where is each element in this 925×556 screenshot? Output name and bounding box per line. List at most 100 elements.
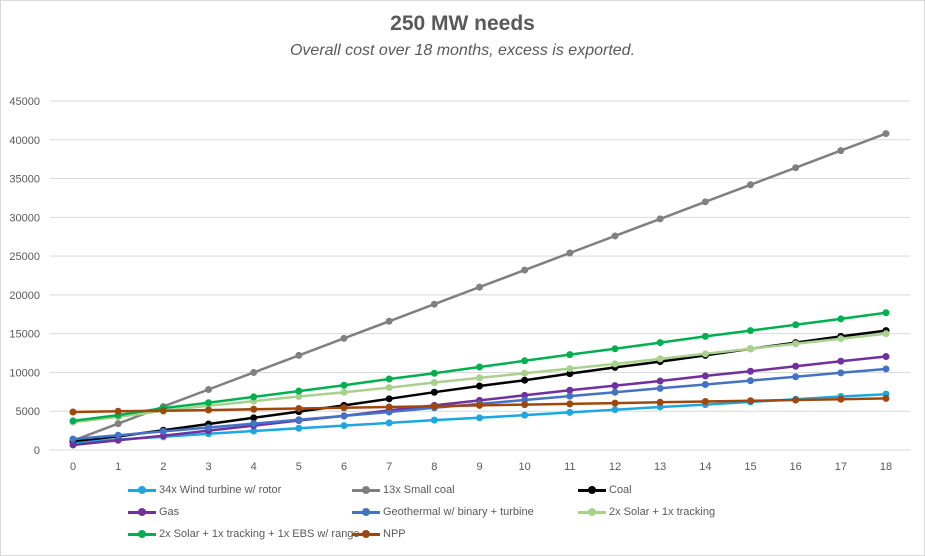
data-point xyxy=(69,417,77,425)
x-tick-label: 16 xyxy=(790,461,802,473)
data-point xyxy=(295,387,303,395)
data-point xyxy=(385,408,393,416)
data-point xyxy=(114,407,122,415)
data-point xyxy=(837,369,845,377)
y-tick-label: 0 xyxy=(34,445,40,457)
data-point xyxy=(250,414,258,422)
legend-item: 2x Solar + 1x tracking + 1x EBS w/ range xyxy=(128,528,360,540)
data-point xyxy=(385,403,393,411)
data-point xyxy=(295,424,303,432)
legend-label: Coal xyxy=(609,484,632,496)
data-point xyxy=(566,408,574,416)
data-point xyxy=(792,164,800,172)
x-tick-label: 13 xyxy=(654,461,666,473)
data-point xyxy=(250,420,258,428)
data-point xyxy=(521,266,529,274)
x-tick-label: 4 xyxy=(251,461,257,473)
data-point xyxy=(792,321,800,329)
data-point xyxy=(656,355,664,363)
x-tick-label: 8 xyxy=(431,461,437,473)
data-point xyxy=(69,441,77,449)
data-point xyxy=(295,392,303,400)
data-point xyxy=(882,309,890,317)
data-point xyxy=(611,360,619,368)
legend-label: NPP xyxy=(383,528,406,540)
y-tick-label: 40000 xyxy=(9,135,40,147)
data-point xyxy=(611,345,619,353)
legend-label: 13x Small coal xyxy=(383,484,455,496)
data-point xyxy=(159,407,167,415)
x-tick-label: 14 xyxy=(699,461,711,473)
y-tick-label: 15000 xyxy=(9,329,40,341)
legend-swatch-icon xyxy=(578,508,606,516)
data-point xyxy=(837,357,845,365)
data-point xyxy=(882,365,890,373)
legend-item: 13x Small coal xyxy=(352,484,455,496)
legend-swatch-icon xyxy=(128,486,156,494)
y-tick-label: 20000 xyxy=(9,290,40,302)
data-point xyxy=(611,399,619,407)
y-tick-label: 30000 xyxy=(9,212,40,224)
data-point xyxy=(747,397,754,405)
legend-item: NPP xyxy=(352,528,406,540)
data-point xyxy=(385,395,393,403)
legend-label: Gas xyxy=(159,506,180,518)
data-point xyxy=(430,416,438,424)
data-point xyxy=(792,362,800,370)
series-2 xyxy=(69,327,890,445)
data-point xyxy=(295,351,303,359)
data-point xyxy=(340,381,348,389)
data-point xyxy=(701,198,709,206)
data-point xyxy=(340,412,348,420)
data-point xyxy=(205,386,212,394)
series-1 xyxy=(69,130,890,445)
x-tick-label: 18 xyxy=(880,461,892,473)
data-point xyxy=(340,388,348,396)
chart-title: 250 MW needs xyxy=(390,12,535,35)
x-tick-label: 2 xyxy=(160,461,166,473)
data-point xyxy=(385,317,393,325)
x-tick-label: 17 xyxy=(835,461,847,473)
data-point xyxy=(792,340,800,348)
x-tick-label: 5 xyxy=(296,461,302,473)
data-point xyxy=(250,427,258,435)
data-point xyxy=(611,388,619,396)
data-point xyxy=(385,384,393,392)
data-point xyxy=(114,420,122,428)
legend-label: 34x Wind turbine w/ rotor xyxy=(159,484,282,496)
data-point xyxy=(430,402,438,410)
data-point xyxy=(430,379,438,387)
data-point xyxy=(521,357,529,365)
data-point xyxy=(340,422,348,430)
legend-swatch-icon xyxy=(128,530,156,538)
data-point xyxy=(476,283,483,291)
data-point xyxy=(792,373,800,381)
data-point xyxy=(792,396,800,404)
legend-swatch-icon xyxy=(578,486,606,494)
y-tick-label: 5000 xyxy=(16,406,40,418)
data-point xyxy=(611,382,619,390)
data-point xyxy=(747,367,754,375)
data-point xyxy=(656,339,664,347)
data-point xyxy=(295,416,303,424)
data-point xyxy=(69,435,77,443)
data-point xyxy=(250,368,258,376)
data-point xyxy=(430,300,438,308)
x-tick-label: 3 xyxy=(205,461,211,473)
legend-item: 34x Wind turbine w/ rotor xyxy=(128,484,281,496)
series-6 xyxy=(69,309,890,425)
x-tick-label: 1 xyxy=(115,461,121,473)
y-tick-label: 45000 xyxy=(9,96,40,108)
data-point xyxy=(747,377,754,385)
y-tick-label: 35000 xyxy=(9,174,40,186)
data-point xyxy=(566,392,574,400)
series-7 xyxy=(69,394,890,416)
data-point xyxy=(747,345,754,353)
data-point xyxy=(566,351,574,359)
data-point xyxy=(69,408,77,416)
data-point xyxy=(205,399,212,407)
data-point xyxy=(837,315,845,323)
data-point xyxy=(250,405,258,413)
data-point xyxy=(656,398,664,406)
